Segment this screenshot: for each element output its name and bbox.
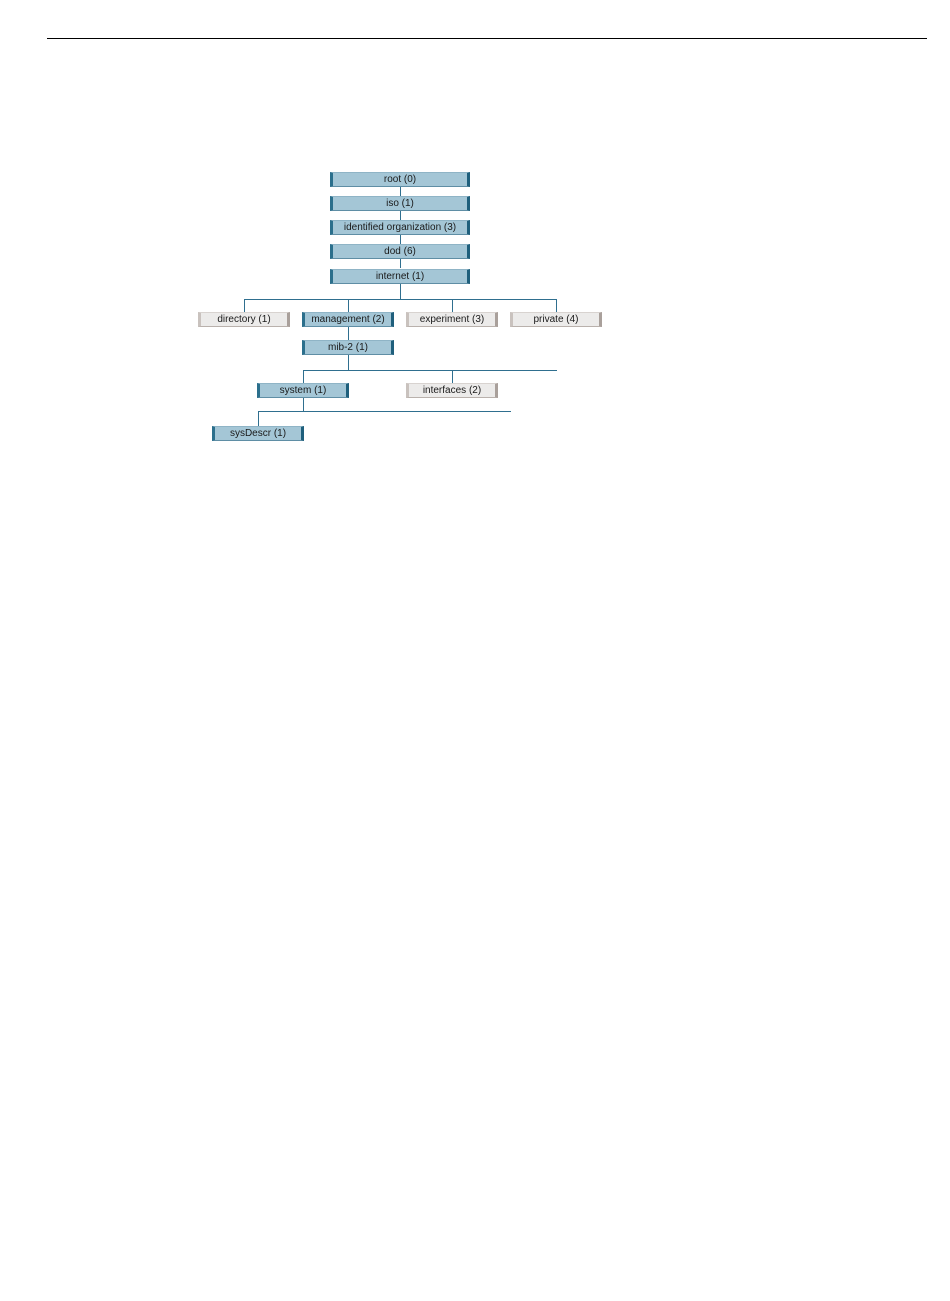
node-dod: dod (6) xyxy=(330,244,470,259)
node-sysdescr: sysDescr (1) xyxy=(212,426,304,441)
node-management: management (2) xyxy=(302,312,394,327)
node-internet: internet (1) xyxy=(330,269,470,284)
node-mib-2: mib-2 (1) xyxy=(302,340,394,355)
node-directory: directory (1) xyxy=(198,312,290,327)
node-interfaces: interfaces (2) xyxy=(406,383,498,398)
node-experiment: experiment (3) xyxy=(406,312,498,327)
node-iso: iso (1) xyxy=(330,196,470,211)
node-identified-organization: identified organization (3) xyxy=(330,220,470,235)
node-system: system (1) xyxy=(257,383,349,398)
node-root: root (0) xyxy=(330,172,470,187)
top-rule xyxy=(47,38,927,39)
node-private: private (4) xyxy=(510,312,602,327)
